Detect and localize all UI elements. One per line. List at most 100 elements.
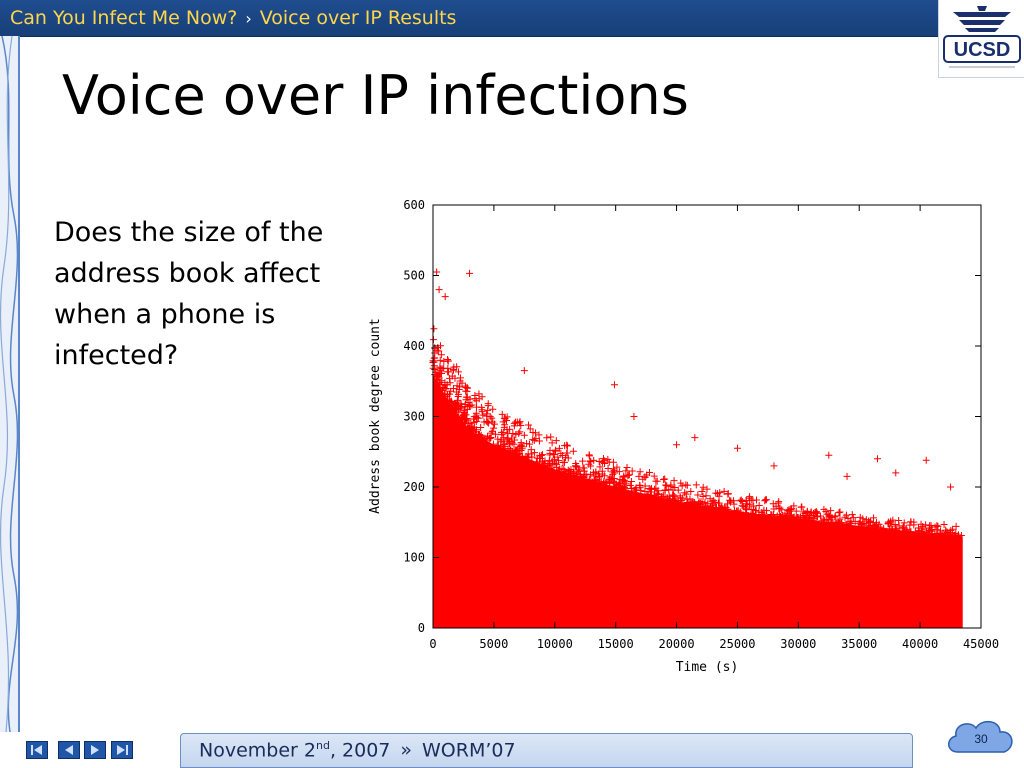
data-point [472,430,480,438]
data-point [454,368,462,376]
data-point [465,424,473,432]
data-point [856,518,864,526]
data-point [604,465,612,473]
data-point [860,520,868,528]
data-point [846,519,854,527]
data-point [598,467,606,475]
data-point [702,492,710,500]
data-point [489,440,497,448]
data-point [814,513,822,521]
data-point [957,532,965,540]
data-point [724,490,732,498]
outlier-point [673,441,681,449]
data-point [552,446,560,454]
data-point [952,522,960,530]
data-point [453,382,461,390]
data-point [446,374,454,382]
data-point [661,487,669,495]
chart-axes: 0 5000 10000 15000 20000 25000 30000 35000 40000… [403,198,999,651]
data-point [516,418,524,426]
footer-date-suffix-sup: nd [315,739,330,752]
data-point [698,487,706,495]
data-point [762,496,770,504]
first-slide-icon[interactable] [26,741,48,759]
data-point [510,436,518,444]
data-point [597,478,605,486]
data-point [478,433,486,441]
data-point [900,519,908,527]
data-point [613,463,621,471]
data-point [933,530,941,538]
data-point [529,436,537,444]
data-point [527,446,535,454]
data-point [706,495,714,503]
data-point [497,443,505,451]
data-point [844,515,852,523]
outlier-point [433,268,441,276]
y-tick-label: 200 [403,480,425,494]
data-point [497,428,505,436]
last-slide-icon[interactable] [111,741,133,759]
data-point [915,524,923,532]
data-point [586,457,594,465]
x-tick-label: 0 [429,637,436,651]
data-point [842,511,850,519]
data-point [836,508,844,516]
data-point [665,486,673,494]
x-axis-label: Time (s) [676,660,739,675]
data-point [492,430,500,438]
data-point [472,426,480,434]
data-point [595,457,603,465]
data-point [535,437,543,445]
data-point [650,491,658,499]
breadcrumb-separator: › [245,9,252,28]
data-point [701,498,709,506]
outlier-point [733,444,741,452]
data-point [917,520,925,528]
data-point [514,451,522,459]
data-point [758,509,766,517]
data-point [628,485,636,493]
data-point [785,512,793,520]
x-tick-label: 45000 [963,637,999,651]
data-point [802,514,810,522]
breadcrumb-item-2[interactable]: Voice over IP Results [259,7,457,29]
outlier-point [520,367,528,375]
footer-event: WORM’07 [422,739,516,762]
data-point [865,522,873,530]
outlier-point [892,469,900,477]
data-point [595,470,603,478]
data-point [724,500,732,508]
data-point [561,458,569,466]
prev-slide-icon[interactable] [58,741,80,759]
data-point [579,457,587,465]
data-point [431,344,439,352]
outlier-point [922,456,930,464]
data-point [715,499,723,507]
y-axis-label: Address book degree count [368,318,383,514]
data-point [457,400,465,408]
data-point [461,416,469,424]
data-point [437,370,445,378]
data-point [489,405,497,413]
outlier-point [770,462,778,470]
data-point [483,410,491,418]
data-point [706,503,714,511]
breadcrumb-item-1[interactable]: Can You Infect Me Now? [10,7,238,29]
x-tick-label: 25000 [719,637,755,651]
next-slide-icon[interactable] [84,741,106,759]
data-point [892,524,900,532]
data-point [848,511,856,519]
data-point [637,487,645,495]
x-tick-label: 10000 [537,637,573,651]
data-point [509,429,517,437]
data-point [437,351,445,359]
data-point [460,409,468,417]
data-point [727,497,735,505]
y-tick-label: 100 [403,551,425,565]
data-point [503,437,511,445]
dense-point-band [433,374,963,628]
data-point [516,428,524,436]
data-point [585,475,593,483]
data-point [475,395,483,403]
